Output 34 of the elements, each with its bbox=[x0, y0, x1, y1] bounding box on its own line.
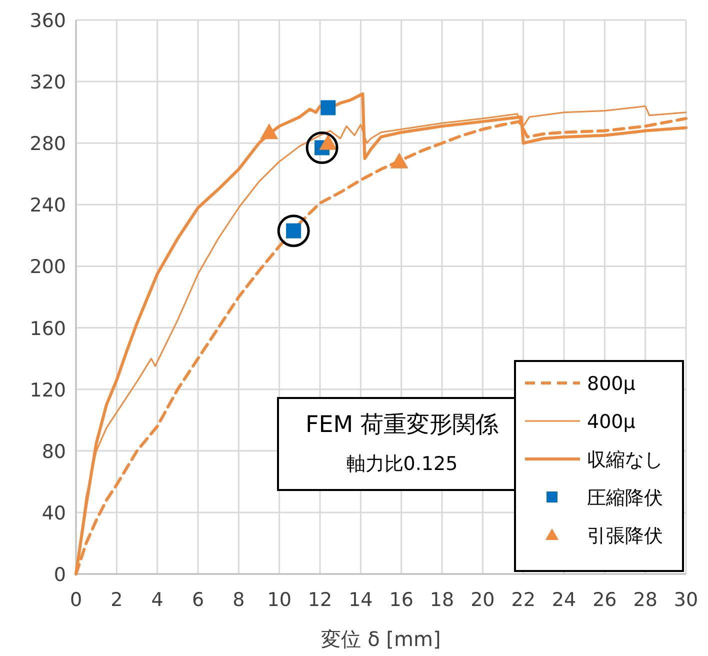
y-tick-label: 0 bbox=[54, 564, 66, 586]
x-tick-label: 4 bbox=[151, 589, 164, 611]
x-tick-label: 2 bbox=[110, 589, 123, 611]
x-tick-label: 18 bbox=[430, 589, 454, 611]
legend-label: 400μ bbox=[587, 411, 636, 433]
x-axis-title: 変位 δ [mm] bbox=[321, 627, 441, 651]
x-tick-label: 26 bbox=[592, 589, 617, 611]
legend-label: 引張降伏 bbox=[587, 525, 663, 547]
y-tick-label: 160 bbox=[30, 318, 66, 340]
annotation: 軸力比0.125 bbox=[346, 453, 458, 475]
y-tick-label: 360 bbox=[30, 10, 66, 32]
x-tick-label: 8 bbox=[232, 589, 245, 611]
x-tick-label: 30 bbox=[674, 589, 698, 611]
y-tick-label: 320 bbox=[30, 72, 66, 94]
x-tick-label: 20 bbox=[470, 589, 495, 611]
x-tick-label: 16 bbox=[389, 589, 414, 611]
legend-label: 圧縮降伏 bbox=[587, 487, 663, 509]
x-tick-label: 0 bbox=[70, 589, 82, 611]
x-tick-label: 24 bbox=[552, 589, 576, 611]
annotation: FEM 荷重変形関係 bbox=[306, 412, 498, 438]
legend-label: 収縮なし bbox=[587, 449, 663, 471]
y-tick-label: 120 bbox=[30, 379, 66, 402]
x-tick-label: 12 bbox=[308, 589, 332, 611]
y-tick-label: 40 bbox=[42, 502, 66, 524]
y-tick-label: 80 bbox=[42, 440, 66, 463]
y-tick-label: 240 bbox=[30, 194, 66, 217]
x-tick-label: 10 bbox=[267, 589, 292, 611]
y-tick-label: 200 bbox=[30, 256, 66, 278]
x-tick-label: 28 bbox=[633, 589, 658, 611]
legend-label: 800μ bbox=[587, 373, 636, 395]
x-tick-label: 6 bbox=[192, 589, 204, 611]
x-tick-label: 14 bbox=[348, 589, 373, 611]
x-tick-label: 22 bbox=[511, 589, 536, 611]
y-tick-label: 280 bbox=[30, 133, 66, 156]
